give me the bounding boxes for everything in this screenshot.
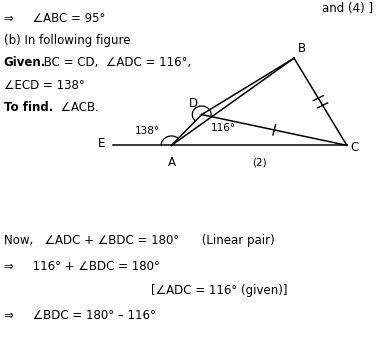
Text: [∠ADC = 116° (given)]: [∠ADC = 116° (given)] bbox=[151, 284, 287, 297]
Text: C: C bbox=[351, 141, 359, 154]
Text: Given.: Given. bbox=[4, 56, 46, 69]
Text: and (4) ]: and (4) ] bbox=[322, 2, 373, 15]
Text: 116°: 116° bbox=[211, 123, 236, 133]
Text: (2): (2) bbox=[252, 157, 267, 167]
Text: E: E bbox=[98, 137, 106, 150]
Text: A: A bbox=[167, 156, 176, 169]
Text: 138°: 138° bbox=[135, 126, 159, 136]
Text: ∠ECD = 138°: ∠ECD = 138° bbox=[4, 79, 84, 92]
Text: ⇒     ∠BDC = 180° – 116°: ⇒ ∠BDC = 180° – 116° bbox=[4, 308, 156, 322]
Text: D: D bbox=[189, 97, 198, 110]
Text: (b) In following figure: (b) In following figure bbox=[4, 34, 130, 47]
Text: BC = CD,  ∠ADC = 116°,: BC = CD, ∠ADC = 116°, bbox=[40, 56, 191, 69]
Text: ⇒     ∠ABC = 95°: ⇒ ∠ABC = 95° bbox=[4, 12, 105, 25]
Text: Now,   ∠ADC + ∠BDC = 180°      (Linear pair): Now, ∠ADC + ∠BDC = 180° (Linear pair) bbox=[4, 234, 274, 247]
Text: To find.: To find. bbox=[4, 101, 53, 114]
Text: B: B bbox=[298, 42, 306, 55]
Text: ∠ACB.: ∠ACB. bbox=[53, 101, 99, 114]
Text: ⇒     116° + ∠BDC = 180°: ⇒ 116° + ∠BDC = 180° bbox=[4, 260, 159, 273]
